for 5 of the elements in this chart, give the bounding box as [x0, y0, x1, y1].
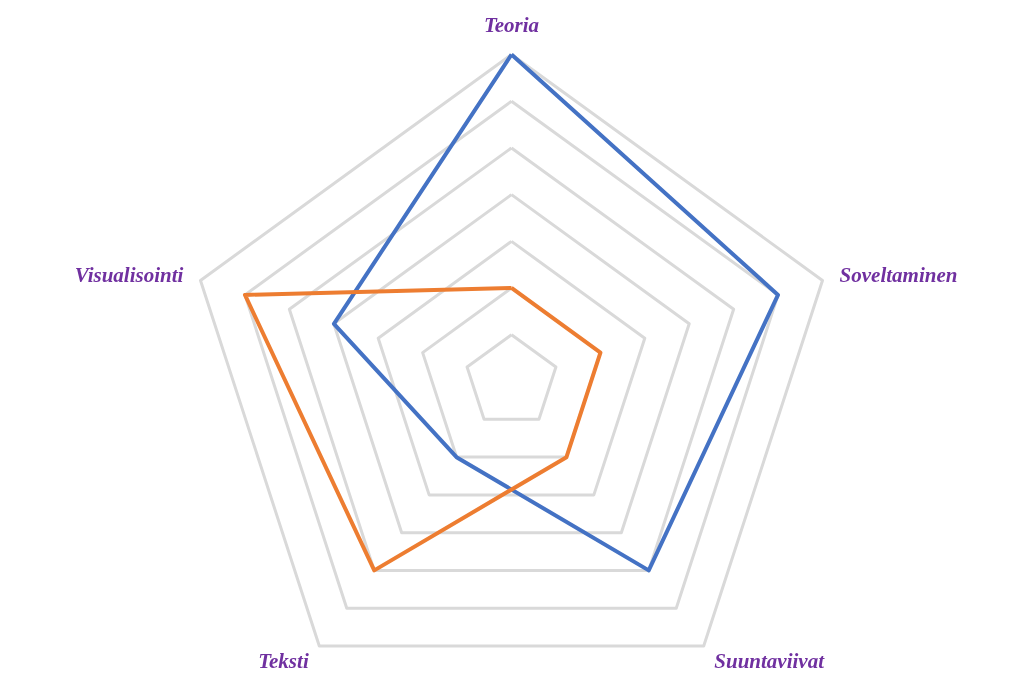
spoke-label: Teoria	[483, 12, 540, 37]
spoke-label: Soveltaminen	[839, 262, 958, 287]
spoke-label: Visualisointi	[74, 262, 184, 287]
spoke-label: Suuntaviivat	[714, 648, 826, 673]
spoke-label: Teksti	[258, 648, 309, 673]
